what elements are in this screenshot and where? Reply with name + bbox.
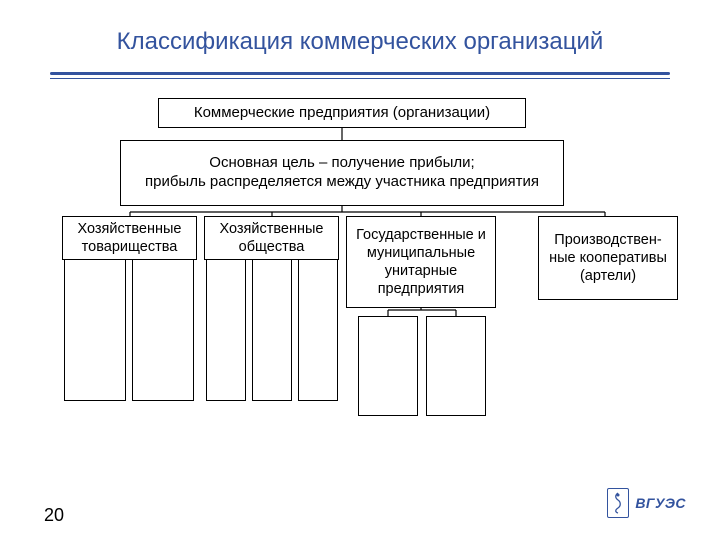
child-box-1-1 xyxy=(252,256,292,401)
category-box-2: Государственные и муниципальные унитарны… xyxy=(346,216,496,308)
category-box-0: Хозяйственные товарищества xyxy=(62,216,197,260)
title-underline-thick xyxy=(50,72,670,75)
goal-box: Основная цель – получение прибыли; прибы… xyxy=(120,140,564,206)
footer-logo: ВГУЭС xyxy=(607,488,686,518)
root-box: Коммерческие предприятия (организации) xyxy=(158,98,526,128)
child-box-0-1 xyxy=(132,256,194,401)
child-box-2-1 xyxy=(426,316,486,416)
child-box-2-0 xyxy=(358,316,418,416)
logo-text: ВГУЭС xyxy=(635,495,686,511)
page-number: 20 xyxy=(44,505,64,526)
child-box-1-0 xyxy=(206,256,246,401)
title-underline-thin xyxy=(50,78,670,79)
category-box-1: Хозяйственные общества xyxy=(204,216,339,260)
slide: Классификация коммерческих организаций К… xyxy=(0,0,720,540)
child-box-0-0 xyxy=(64,256,126,401)
child-box-1-2 xyxy=(298,256,338,401)
logo-icon xyxy=(607,488,629,518)
slide-title: Классификация коммерческих организаций xyxy=(0,28,720,56)
category-box-3: Производствен-ные кооперативы (артели) xyxy=(538,216,678,300)
